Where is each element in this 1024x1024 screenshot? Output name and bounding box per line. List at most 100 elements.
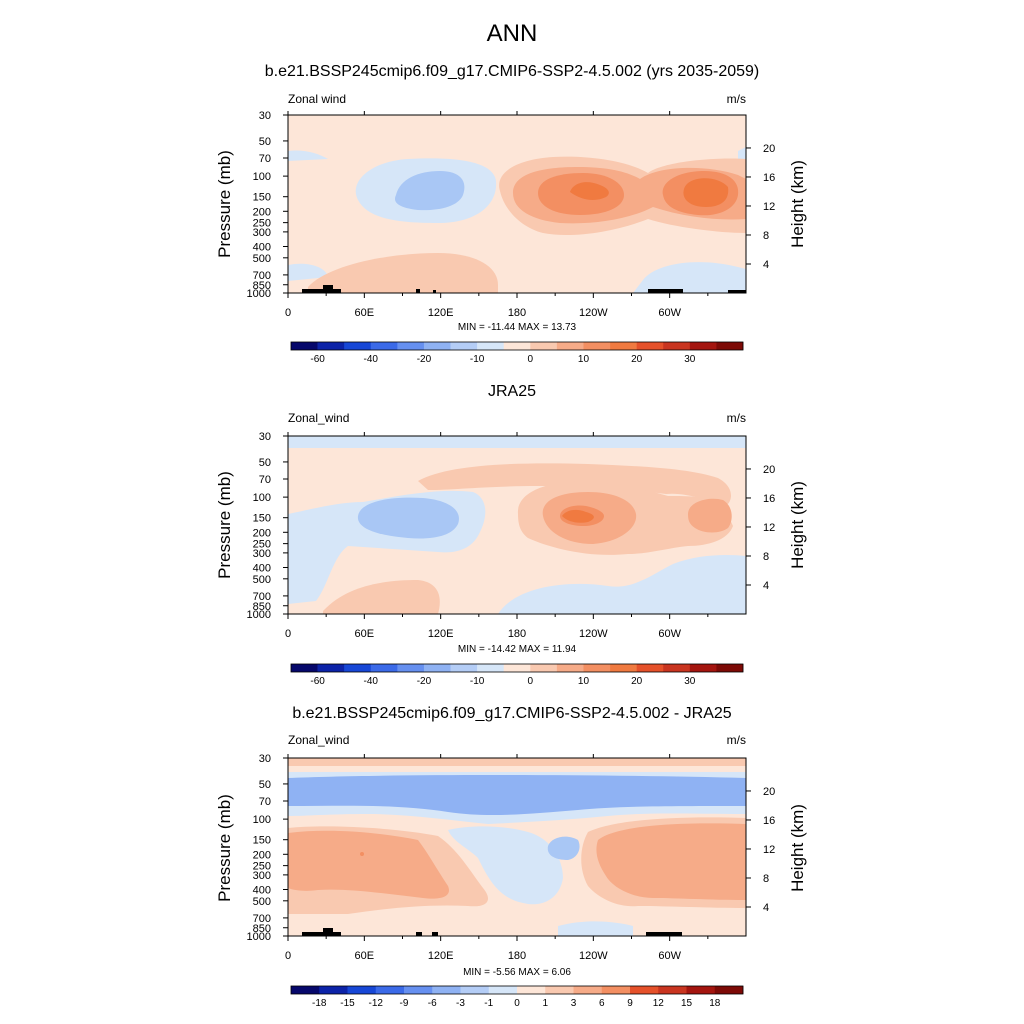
colorbar-swatch [317, 664, 345, 672]
y-tick-label: 30 [259, 431, 271, 443]
y-right-tick-label: 4 [763, 259, 769, 271]
y-right-tick-label: 4 [763, 902, 769, 914]
x-tick-label: 0 [285, 950, 291, 962]
y-tick-label: 700 [253, 591, 271, 603]
panel-3-red-2-region [596, 823, 746, 900]
panel-3-topography [302, 932, 340, 936]
panel-1-ylabel-left: Pressure (mb) [215, 150, 234, 258]
colorbar-swatch [503, 342, 531, 350]
panel-1-colorbar: -60 -40 -20 -10 0 10 20 30 [290, 341, 744, 365]
colorbar-swatch [370, 664, 398, 672]
x-tick-label: 60E [355, 307, 375, 319]
x-tick-label: 180 [508, 950, 526, 962]
colorbar-label: 10 [578, 676, 590, 687]
panel-1-red-4-core [570, 182, 609, 200]
x-tick-label: 120E [428, 628, 454, 640]
colorbar-label: -60 [310, 354, 325, 365]
y-right-tick-label: 4 [763, 580, 769, 592]
panel-3: Zonal_wind m/s Pressure (mb) Height (km)… [215, 733, 807, 1009]
panel-3-red-2-region [288, 830, 449, 899]
x-tick-label: 120W [579, 950, 608, 962]
x-tick-label: 60E [355, 628, 375, 640]
y-right-tick-label: 8 [763, 873, 769, 885]
x-tick-label: 120E [428, 950, 454, 962]
colorbar-swatch [517, 986, 546, 994]
panel-2-blue-1-region [498, 554, 746, 614]
y-tick-label: 150 [253, 835, 271, 847]
colorbar-swatch [714, 986, 744, 994]
y-tick-label: 700 [253, 913, 271, 925]
x-tick-label: 60W [658, 628, 681, 640]
x-tick-label: 60W [658, 950, 681, 962]
panel-3-topography [323, 928, 333, 936]
colorbar-label: 6 [599, 998, 605, 1009]
colorbar-swatch [397, 342, 425, 350]
colorbar-swatch [477, 342, 505, 350]
colorbar-swatch [610, 342, 637, 350]
colorbar-frame [290, 663, 744, 673]
x-tick-label: 180 [508, 628, 526, 640]
colorbar-swatch [545, 986, 574, 994]
panel-2-blue-1-band [288, 436, 746, 448]
y-right-tick-label: 12 [763, 844, 775, 856]
y-right-tick-label: 16 [763, 172, 775, 184]
colorbar-swatch [716, 342, 744, 350]
panel-1-red-4-core [683, 178, 729, 207]
panel-2-ylabel-left: Pressure (mb) [215, 471, 234, 579]
colorbar-label: -1 [484, 998, 493, 1009]
y-tick-label: 300 [253, 227, 271, 239]
x-tick-label: 0 [285, 307, 291, 319]
colorbar-label: -20 [417, 676, 432, 687]
y-right-tick-label: 12 [763, 522, 775, 534]
colorbar-label: 20 [631, 676, 643, 687]
y-tick-label: 1000 [247, 931, 271, 943]
x-tick-label: 180 [508, 307, 526, 319]
panel-2-ylabel-right: Height (km) [788, 481, 807, 569]
y-tick-label: 200 [253, 849, 271, 861]
panel-1-blue-1-patch [288, 263, 328, 281]
panel-2-stats: MIN = -14.42 MAX = 11.94 [458, 644, 577, 655]
panel-3-ylabel-left: Pressure (mb) [215, 794, 234, 902]
panel-3-red-1-band [288, 758, 746, 766]
panel-1-blue-1-patch [288, 150, 328, 161]
y-right-tick-label: 20 [763, 464, 775, 476]
colorbar-swatch [291, 986, 320, 994]
y-tick-label: 250 [253, 539, 271, 551]
colorbar-label: 30 [684, 676, 696, 687]
colorbar-swatch [556, 342, 584, 350]
y-right-tick-label: 12 [763, 201, 775, 213]
colorbar-swatch [610, 664, 637, 672]
colorbar-frame [290, 341, 744, 351]
y-right-tick-label: 8 [763, 551, 769, 563]
colorbar-swatch [583, 664, 611, 672]
colorbar-label: -10 [470, 354, 485, 365]
panel-3-topography [646, 932, 682, 936]
colorbar-label: 9 [627, 998, 633, 1009]
panel-1-title: b.e21.BSSP245cmip6.f09_g17.CMIP6-SSP2-4.… [264, 63, 760, 80]
panel-1-topography [433, 290, 436, 293]
panel-2: Zonal_wind m/s Pressure (mb) Height (km)… [215, 411, 807, 687]
colorbar-label: 30 [684, 354, 696, 365]
panel-1-topography [323, 285, 333, 293]
y-tick-label: 200 [253, 206, 271, 218]
panel-1-topography [648, 289, 683, 293]
y-tick-label: 1000 [247, 288, 271, 300]
colorbar-label: 12 [653, 998, 665, 1009]
colorbar-label: -12 [369, 998, 384, 1009]
colorbar-swatch [503, 664, 531, 672]
y-tick-label: 30 [259, 110, 271, 122]
colorbar-swatch [601, 986, 631, 994]
colorbar-label: -18 [312, 998, 327, 1009]
panel-2-plot-area [288, 436, 746, 614]
y-tick-label: 50 [259, 457, 271, 469]
panel-3-blue-1-patch [558, 921, 633, 936]
colorbar-label: 10 [578, 354, 590, 365]
panel-3-topography [416, 932, 422, 936]
y-right-tick-label: 16 [763, 493, 775, 505]
panel-2-blue-2-region [357, 497, 459, 539]
colorbar-swatch [477, 664, 505, 672]
colorbar-swatch [663, 342, 691, 350]
colorbar-swatch [658, 986, 687, 994]
panel-1-blue-1-patch [738, 147, 746, 161]
